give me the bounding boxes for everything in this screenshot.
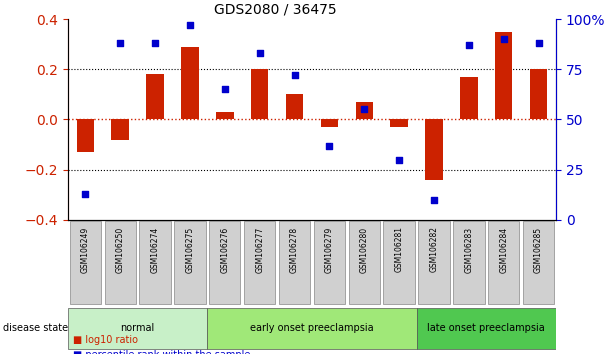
Point [429, 197, 439, 202]
Text: GSM106284: GSM106284 [499, 227, 508, 273]
Text: GSM106277: GSM106277 [255, 227, 264, 273]
Point [464, 42, 474, 48]
Text: GDS2080 / 36475: GDS2080 / 36475 [215, 3, 337, 17]
FancyBboxPatch shape [70, 221, 101, 304]
Bar [495, 32, 513, 119]
Text: late onset preeclampsia: late onset preeclampsia [427, 323, 545, 333]
Point [185, 23, 195, 28]
Text: GSM106276: GSM106276 [220, 227, 229, 273]
Text: GSM106274: GSM106274 [151, 227, 159, 273]
FancyBboxPatch shape [523, 221, 554, 304]
FancyBboxPatch shape [68, 308, 207, 349]
Text: GSM106278: GSM106278 [290, 227, 299, 273]
FancyBboxPatch shape [488, 221, 519, 304]
Text: normal: normal [120, 323, 155, 333]
Point [80, 191, 90, 196]
Bar [286, 95, 303, 119]
FancyBboxPatch shape [244, 221, 275, 304]
Bar [425, 119, 443, 179]
Point [255, 51, 264, 56]
Bar [147, 74, 164, 119]
Text: GSM106281: GSM106281 [395, 227, 404, 273]
Text: GSM106249: GSM106249 [81, 227, 90, 273]
FancyBboxPatch shape [384, 221, 415, 304]
FancyBboxPatch shape [139, 221, 171, 304]
FancyBboxPatch shape [105, 221, 136, 304]
Point [220, 87, 230, 92]
Bar [111, 119, 129, 139]
Text: GSM106280: GSM106280 [360, 227, 368, 273]
Text: ■ log10 ratio: ■ log10 ratio [73, 335, 138, 346]
Text: disease state: disease state [3, 323, 68, 333]
Text: GSM106279: GSM106279 [325, 227, 334, 273]
Text: GSM106275: GSM106275 [185, 227, 195, 273]
Point [325, 143, 334, 148]
Text: GSM106250: GSM106250 [116, 227, 125, 273]
Point [150, 41, 160, 46]
Bar [320, 119, 338, 127]
FancyBboxPatch shape [416, 308, 556, 349]
Bar [530, 69, 547, 119]
Bar [356, 102, 373, 119]
FancyBboxPatch shape [279, 221, 310, 304]
Point [499, 36, 508, 42]
Bar [251, 69, 268, 119]
FancyBboxPatch shape [348, 221, 380, 304]
FancyBboxPatch shape [174, 221, 206, 304]
Point [359, 107, 369, 112]
Bar [390, 119, 408, 127]
Point [394, 157, 404, 162]
Text: GSM106283: GSM106283 [465, 227, 474, 273]
FancyBboxPatch shape [209, 221, 241, 304]
Point [534, 41, 544, 46]
Text: ■ percentile rank within the sample: ■ percentile rank within the sample [73, 349, 250, 354]
Point [116, 41, 125, 46]
Bar [181, 47, 199, 119]
Bar [216, 112, 233, 119]
FancyBboxPatch shape [418, 221, 450, 304]
Point [289, 73, 299, 78]
Bar [460, 77, 477, 119]
FancyBboxPatch shape [314, 221, 345, 304]
Text: GSM106285: GSM106285 [534, 227, 543, 273]
FancyBboxPatch shape [453, 221, 485, 304]
Bar [77, 119, 94, 152]
Text: early onset preeclampsia: early onset preeclampsia [250, 323, 374, 333]
FancyBboxPatch shape [207, 308, 416, 349]
Text: GSM106282: GSM106282 [429, 227, 438, 273]
